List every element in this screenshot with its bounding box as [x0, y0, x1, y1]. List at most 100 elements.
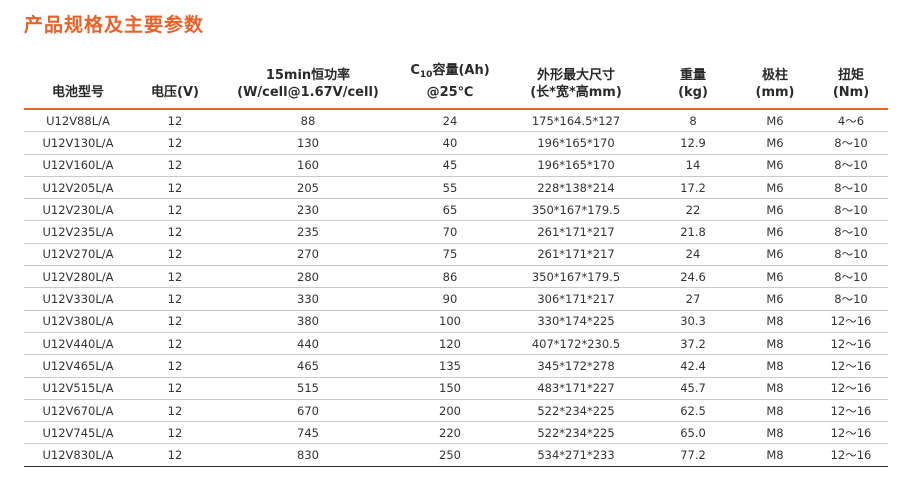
cell-capacity: 220 — [398, 421, 502, 445]
cell-capacity: 150 — [398, 377, 502, 400]
cell-model: U12V515L/A — [24, 377, 132, 400]
cell-model: U12V465L/A — [24, 354, 132, 378]
cell-capacity: 24 — [398, 109, 502, 133]
cell-weight: 42.4 — [650, 354, 736, 378]
cell-voltage: 12 — [132, 198, 218, 222]
cell-terminal: M6 — [736, 154, 814, 177]
cell-terminal: M6 — [736, 198, 814, 222]
cell-terminal: M8 — [736, 399, 814, 423]
cell-capacity: 65 — [398, 198, 502, 222]
cell-power: 440 — [218, 332, 398, 356]
cell-power: 465 — [218, 354, 398, 378]
cell-power: 270 — [218, 243, 398, 267]
cell-model: U12V230L/A — [24, 198, 132, 222]
table-row: U12V330L/A 12 330 90 306*171*217 27 M6 8～10 — [24, 287, 888, 311]
cell-dimensions: 261*171*217 — [502, 243, 650, 267]
cell-torque: 12～16 — [814, 443, 888, 467]
cell-weight: 62.5 — [650, 399, 736, 423]
cell-power: 515 — [218, 377, 398, 400]
cell-dimensions: 350*167*179.5 — [502, 198, 650, 222]
cell-weight: 22 — [650, 198, 736, 222]
cell-voltage: 12 — [132, 399, 218, 423]
cell-power: 160 — [218, 154, 398, 177]
cell-power: 88 — [218, 109, 398, 133]
cell-dimensions: 306*171*217 — [502, 287, 650, 311]
cell-voltage: 12 — [132, 377, 218, 400]
cell-terminal: M8 — [736, 310, 814, 333]
table-row: U12V745L/A 12 745 220 522*234*225 65.0 M8 12～16 — [24, 421, 888, 445]
cell-weight: 24 — [650, 243, 736, 267]
cell-weight: 12.9 — [650, 131, 736, 155]
cell-dimensions: 407*172*230.5 — [502, 332, 650, 356]
cell-power: 830 — [218, 443, 398, 467]
cell-power: 745 — [218, 421, 398, 445]
cell-weight: 14 — [650, 154, 736, 177]
header-dimensions: 外形最大尺寸 (长*宽*高mm) — [502, 62, 650, 110]
cell-terminal: M6 — [736, 131, 814, 155]
cell-capacity: 200 — [398, 399, 502, 423]
cell-capacity: 90 — [398, 287, 502, 311]
cell-model: U12V280L/A — [24, 265, 132, 289]
table-row: U12V830L/A 12 830 250 534*271*233 77.2 M8 12～16 — [24, 443, 888, 467]
cell-capacity: 75 — [398, 243, 502, 267]
cell-terminal: M8 — [736, 377, 814, 400]
cell-torque: 12～16 — [814, 310, 888, 333]
header-voltage: 电压(V) — [132, 62, 218, 110]
cell-torque: 8～10 — [814, 243, 888, 267]
cell-torque: 12～16 — [814, 399, 888, 423]
cell-weight: 27 — [650, 287, 736, 311]
cell-dimensions: 196*165*170 — [502, 154, 650, 177]
cell-terminal: M8 — [736, 332, 814, 356]
cell-voltage: 12 — [132, 243, 218, 267]
cell-torque: 12～16 — [814, 332, 888, 356]
cell-power: 670 — [218, 399, 398, 423]
cell-voltage: 12 — [132, 310, 218, 333]
cell-model: U12V205L/A — [24, 176, 132, 200]
cell-torque: 8～10 — [814, 198, 888, 222]
table-row: U12V235L/A 12 235 70 261*171*217 21.8 M6 8～10 — [24, 220, 888, 244]
header-torque: 扭矩 (Nm) — [814, 62, 888, 110]
cell-dimensions: 522*234*225 — [502, 421, 650, 445]
cell-torque: 8～10 — [814, 176, 888, 200]
header-capacity: C10容量(Ah) @25℃ — [398, 62, 502, 110]
cell-dimensions: 345*172*278 — [502, 354, 650, 378]
table-row: U12V205L/A 12 205 55 228*138*214 17.2 M6 8～10 — [24, 176, 888, 200]
cell-model: U12V270L/A — [24, 243, 132, 267]
cell-weight: 77.2 — [650, 443, 736, 467]
table-row: U12V465L/A 12 465 135 345*172*278 42.4 M8 12～16 — [24, 354, 888, 378]
cell-voltage: 12 — [132, 154, 218, 177]
cell-weight: 65.0 — [650, 421, 736, 445]
cell-terminal: M6 — [736, 109, 814, 133]
cell-model: U12V670L/A — [24, 399, 132, 423]
cell-terminal: M6 — [736, 265, 814, 289]
cell-terminal: M8 — [736, 443, 814, 467]
cell-dimensions: 261*171*217 — [502, 220, 650, 244]
cell-model: U12V440L/A — [24, 332, 132, 356]
header-model: 电池型号 — [24, 62, 132, 110]
cell-torque: 8～10 — [814, 154, 888, 177]
cell-power: 330 — [218, 287, 398, 311]
cell-torque: 8～10 — [814, 265, 888, 289]
cell-capacity: 40 — [398, 131, 502, 155]
cell-voltage: 12 — [132, 287, 218, 311]
cell-model: U12V745L/A — [24, 421, 132, 445]
table-header-row: 电池型号 电压(V) 15min恒功率 (W/cell@1.67V/cell) … — [24, 62, 888, 110]
cell-voltage: 12 — [132, 131, 218, 155]
cell-dimensions: 350*167*179.5 — [502, 265, 650, 289]
cell-dimensions: 175*164.5*127 — [502, 109, 650, 133]
cell-capacity: 135 — [398, 354, 502, 378]
cell-voltage: 12 — [132, 354, 218, 378]
cell-power: 380 — [218, 310, 398, 333]
cell-torque: 12～16 — [814, 377, 888, 400]
cell-capacity: 55 — [398, 176, 502, 200]
table-row: U12V280L/A 12 280 86 350*167*179.5 24.6 M6 8～10 — [24, 265, 888, 289]
cell-dimensions: 330*174*225 — [502, 310, 650, 333]
cell-torque: 4～6 — [814, 109, 888, 133]
cell-dimensions: 483*171*227 — [502, 377, 650, 400]
cell-terminal: M8 — [736, 354, 814, 378]
table-row: U12V160L/A 12 160 45 196*165*170 14 M6 8～10 — [24, 154, 888, 177]
cell-terminal: M8 — [736, 421, 814, 445]
cell-capacity: 45 — [398, 154, 502, 177]
table-row: U12V230L/A 12 230 65 350*167*179.5 22 M6 8～10 — [24, 198, 888, 222]
cell-dimensions: 522*234*225 — [502, 399, 650, 423]
